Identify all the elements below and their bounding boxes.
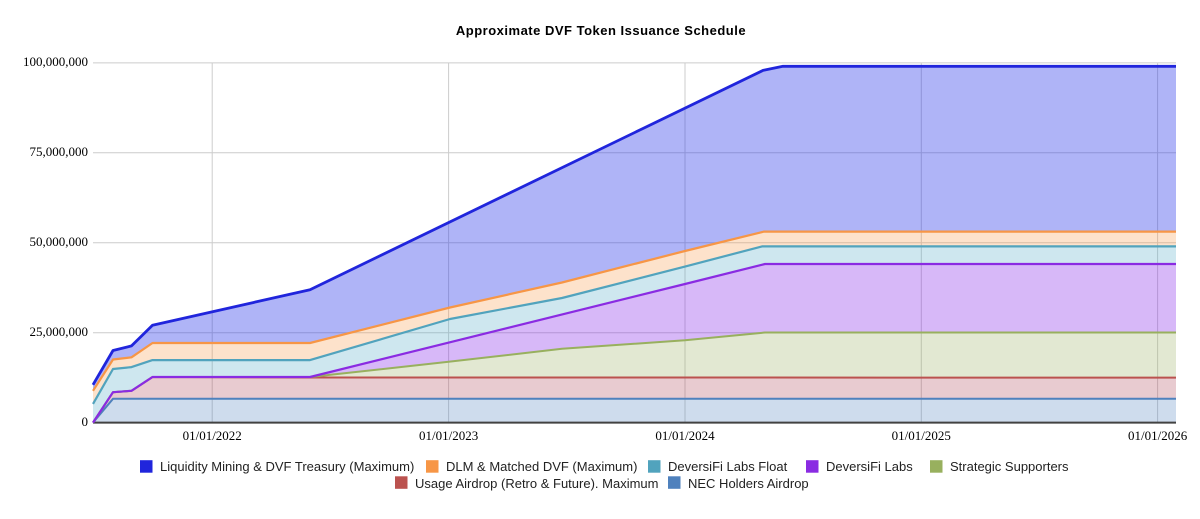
svg-text:NEC Holders Airdrop: NEC Holders Airdrop [688,476,809,491]
svg-text:50,000,000: 50,000,000 [30,234,89,249]
svg-text:Usage Airdrop (Retro & Future): Usage Airdrop (Retro & Future). Maximum [415,476,658,491]
svg-text:01/01/2023: 01/01/2023 [419,428,478,443]
svg-text:01/01/2026: 01/01/2026 [1128,428,1188,443]
svg-text:0: 0 [82,414,89,429]
svg-text:100,000,000: 100,000,000 [23,54,88,69]
svg-text:25,000,000: 25,000,000 [30,324,89,339]
svg-text:DLM & Matched DVF (Maximum): DLM & Matched DVF (Maximum) [446,459,637,474]
svg-text:Liquidity Mining & DVF Treasur: Liquidity Mining & DVF Treasury (Maximum… [160,459,414,474]
svg-text:75,000,000: 75,000,000 [30,144,89,159]
svg-text:Approximate DVF Token Issuance: Approximate DVF Token Issuance Schedule [456,23,746,38]
svg-text:DeversiFi Labs: DeversiFi Labs [826,459,913,474]
svg-text:01/01/2025: 01/01/2025 [892,428,951,443]
svg-text:DeversiFi Labs Float: DeversiFi Labs Float [668,459,788,474]
svg-text:Strategic Supporters: Strategic Supporters [950,459,1069,474]
svg-text:01/01/2022: 01/01/2022 [183,428,242,443]
svg-text:01/01/2024: 01/01/2024 [655,428,715,443]
